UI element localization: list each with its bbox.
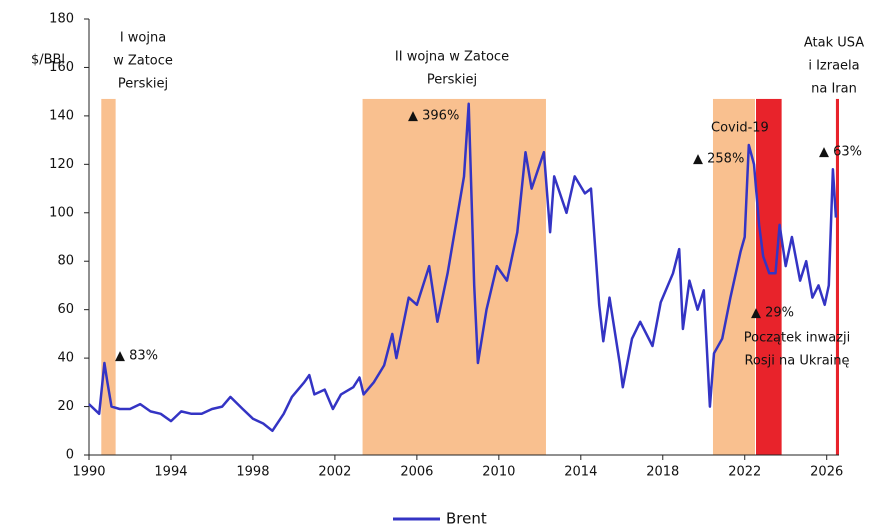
shaded-period [101,98,116,455]
x-tick-label: 1994 [154,465,187,480]
annotation: ▲ 63% [819,145,862,160]
annotation: i Izraela [808,59,859,74]
annotation: Atak USA [804,36,864,51]
annotation: II wojna w Zatoce [395,50,509,65]
y-tick-label: 140 [49,108,74,123]
x-tick-label: 1998 [236,465,269,480]
y-tick-label: 100 [49,205,74,220]
x-tick-label: 2002 [318,465,351,480]
annotation: ▲ 29% [751,306,794,321]
x-tick-label: 2014 [564,465,597,480]
x-tick-label: 1990 [72,465,105,480]
annotation: I wojna [120,31,166,46]
x-tick-label: 2022 [728,465,761,480]
annotation: Rosji na Ukrainę [744,354,849,369]
shaded-period [362,98,546,455]
price-line [88,102,838,433]
y-tick-label: 20 [57,399,74,414]
y-tick-label: 180 [49,12,74,27]
x-tick-label: 2010 [482,465,515,480]
annotation: Perskiej [118,77,168,92]
x-tick-label: 2006 [400,465,433,480]
y-tick-label: 120 [49,157,74,172]
y-tick-label: 0 [66,448,74,463]
annotation: w Zatoce [113,54,173,69]
annotation: Perskiej [427,73,477,88]
y-tick-label: 80 [57,254,74,269]
annotation: ▲ 396% [408,109,459,124]
y-axis-label: $/BBl [31,53,65,68]
annotation: Covid-19 [711,121,769,136]
annotation: na Iran [811,82,857,97]
legend-label: Brent [446,510,487,528]
x-tick-label: 2026 [810,465,843,480]
annotation: ▲ 83% [115,349,158,364]
y-tick-label: 40 [57,351,74,366]
y-tick-label: 60 [57,302,74,317]
x-tick-label: 2018 [646,465,679,480]
shaded-period [756,98,782,455]
annotation: Początek inwazji [744,331,851,346]
shaded-period [835,98,839,455]
annotation: ▲ 258% [693,152,744,167]
y-tick-label: 160 [49,60,74,75]
